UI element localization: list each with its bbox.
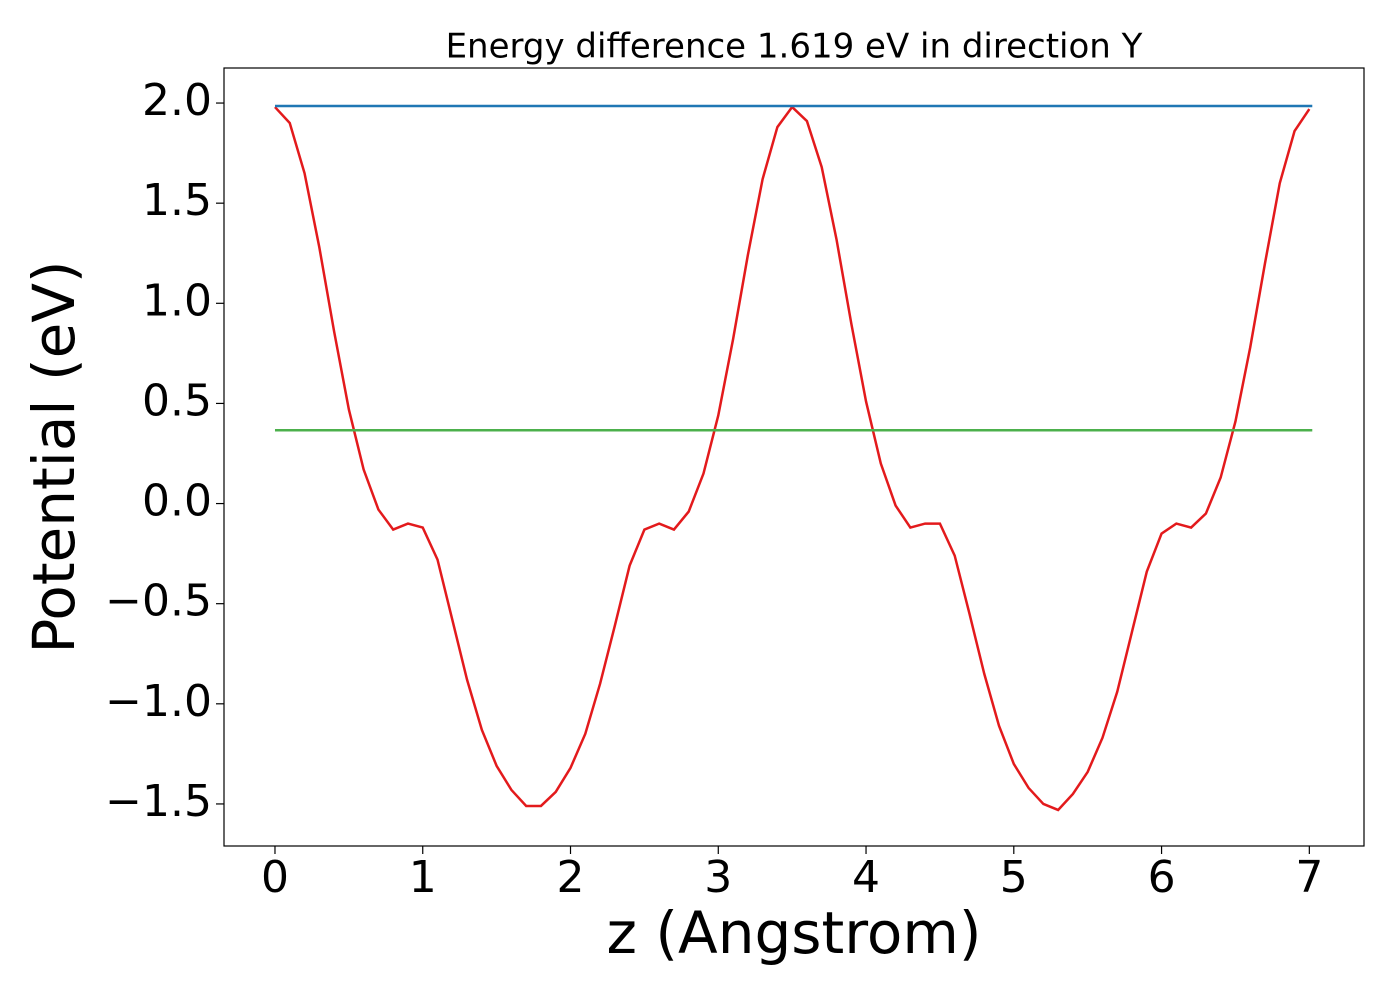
x-tick-label: 0: [261, 852, 289, 903]
plot-frame: [223, 67, 1365, 847]
y-tick-label: −1.0: [105, 676, 212, 727]
y-tick-label: 2.0: [142, 75, 212, 126]
x-tick-label: 3: [704, 852, 732, 903]
x-tick-label: 1: [409, 852, 437, 903]
x-axis-label: z (Angstrom): [607, 899, 982, 967]
y-axis-label: Potential (eV): [20, 260, 88, 653]
x-tick-label: 2: [557, 852, 585, 903]
data-line: [274, 105, 1311, 812]
y-tick-label: −1.5: [105, 776, 212, 827]
y-tick-label: 0.0: [142, 476, 212, 527]
y-tick-label: −0.5: [105, 576, 212, 627]
x-tick-label: 6: [1148, 852, 1176, 903]
y-tick-label: 1.0: [142, 275, 212, 326]
chart-title: Energy difference 1.619 eV in direction …: [446, 27, 1143, 67]
x-tick-label: 7: [1295, 852, 1323, 903]
x-tick-label: 5: [1000, 852, 1028, 903]
x-tick-label: 4: [852, 852, 880, 903]
y-tick-label: 0.5: [142, 375, 212, 426]
y-tick-label: 1.5: [142, 175, 212, 226]
